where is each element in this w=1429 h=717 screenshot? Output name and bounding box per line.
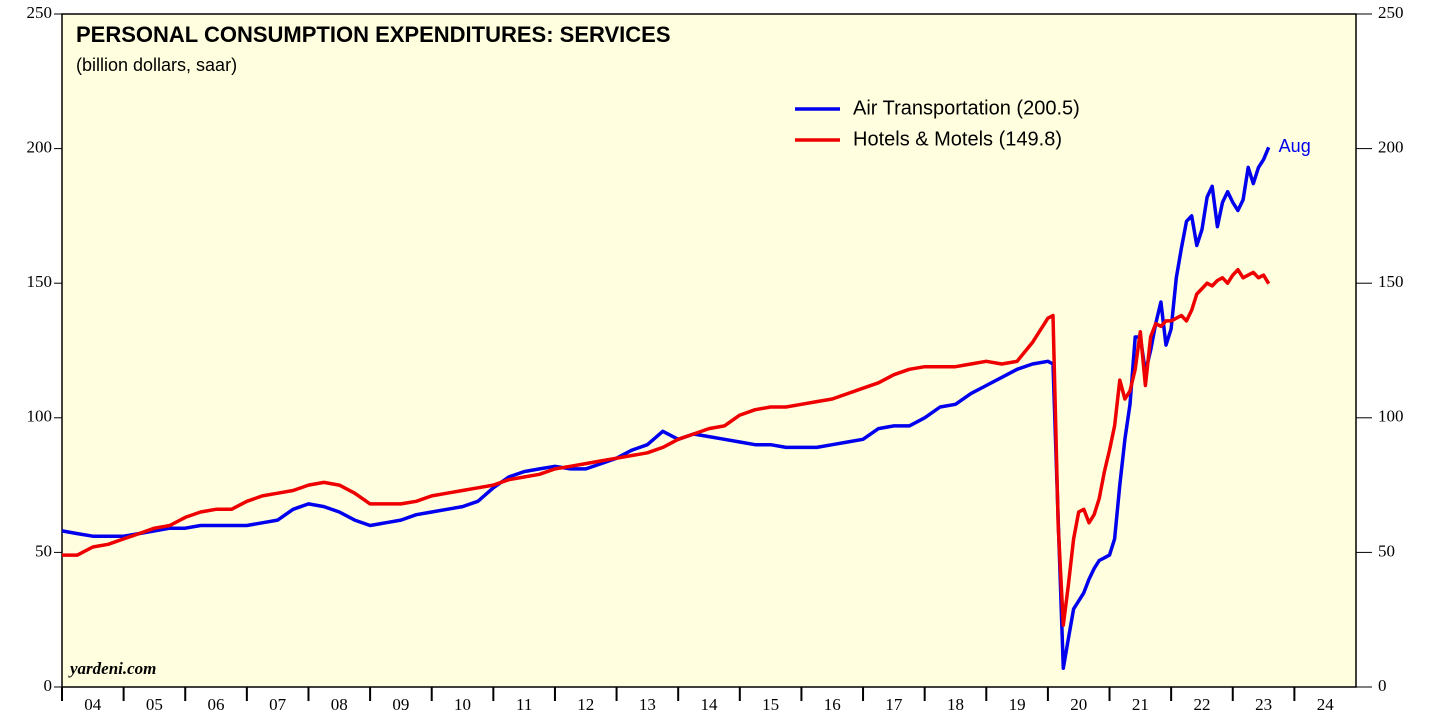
y-tick-label: 150 bbox=[27, 272, 53, 291]
x-tick-label: 13 bbox=[639, 695, 656, 714]
chart-title: PERSONAL CONSUMPTION EXPENDITURES: SERVI… bbox=[76, 22, 671, 47]
x-tick-label: 11 bbox=[516, 695, 532, 714]
x-tick-label: 09 bbox=[392, 695, 409, 714]
y-tick-label: 250 bbox=[27, 3, 53, 22]
legend-label: Hotels & Motels (149.8) bbox=[853, 128, 1062, 150]
y-tick-label: 100 bbox=[27, 407, 53, 426]
y2-tick-label: 50 bbox=[1378, 541, 1395, 560]
x-tick-label: 20 bbox=[1070, 695, 1087, 714]
y-tick-label: 50 bbox=[35, 541, 52, 560]
y2-tick-label: 150 bbox=[1378, 272, 1404, 291]
y2-tick-label: 0 bbox=[1378, 676, 1387, 695]
chart-subtitle: (billion dollars, saar) bbox=[76, 55, 237, 75]
watermark: yardeni.com bbox=[68, 659, 156, 678]
y-tick-label: 0 bbox=[44, 676, 53, 695]
y2-tick-label: 100 bbox=[1378, 407, 1404, 426]
x-tick-label: 18 bbox=[947, 695, 964, 714]
y-tick-label: 200 bbox=[27, 138, 53, 157]
legend-label: Air Transportation (200.5) bbox=[853, 97, 1080, 119]
y2-tick-label: 200 bbox=[1378, 138, 1404, 157]
x-tick-label: 04 bbox=[84, 695, 102, 714]
plot-area bbox=[61, 13, 1357, 688]
y2-tick-label: 250 bbox=[1378, 3, 1404, 22]
x-tick-label: 07 bbox=[269, 695, 287, 714]
x-tick-label: 24 bbox=[1317, 695, 1335, 714]
x-tick-label: 21 bbox=[1132, 695, 1149, 714]
x-tick-label: 16 bbox=[824, 695, 841, 714]
x-tick-label: 19 bbox=[1009, 695, 1026, 714]
x-tick-label: 10 bbox=[454, 695, 471, 714]
x-tick-label: 17 bbox=[885, 695, 903, 714]
x-tick-label: 12 bbox=[577, 695, 594, 714]
end-label: Aug bbox=[1279, 136, 1311, 156]
x-tick-label: 14 bbox=[701, 695, 719, 714]
x-tick-label: 06 bbox=[208, 695, 225, 714]
x-tick-label: 22 bbox=[1193, 695, 1210, 714]
x-tick-label: 23 bbox=[1255, 695, 1272, 714]
x-tick-label: 15 bbox=[762, 695, 779, 714]
series-line bbox=[61, 146, 1271, 670]
series-line bbox=[62, 267, 1271, 627]
x-tick-label: 08 bbox=[331, 695, 348, 714]
x-tick-label: 05 bbox=[146, 695, 163, 714]
